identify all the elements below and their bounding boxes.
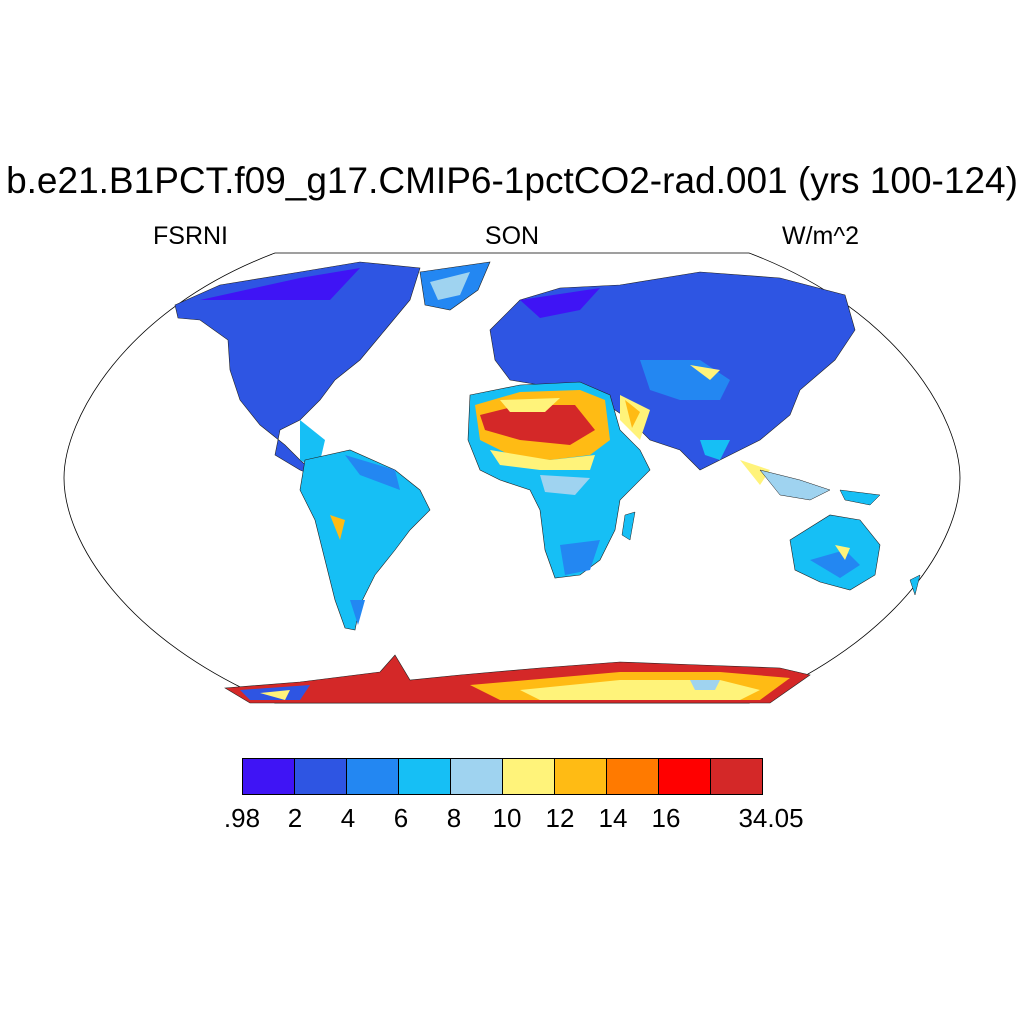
colorbar-label-2: 4 [340,803,356,833]
units-label: W/m^2 [782,222,860,250]
variable-label: FSRNI [153,222,228,250]
colorbar-swatch-5 [502,758,555,795]
maritime-continent [759,469,831,501]
colorbar-label-5: 10 [492,803,522,833]
colorbar-swatch-1 [294,758,347,795]
madagascar [621,511,636,541]
colorbar-swatch-6 [554,758,607,795]
colorbar-swatch-4 [450,758,503,795]
colorbar-label-6: 12 [545,803,575,833]
colorbar-swatch-9 [710,758,763,795]
colorbar-label-7: 14 [598,803,628,833]
colorbar-label-0: .98 [223,803,261,833]
south-america [299,449,431,631]
new-zealand [909,574,921,596]
colorbar [242,758,763,795]
colorbar-swatch-2 [346,758,399,795]
colorbar-swatch-7 [606,758,659,795]
colorbar-label-3: 6 [393,803,409,833]
colorbar-label-9: 34.05 [738,803,804,833]
colorbar-swatch-0 [242,758,295,795]
colorbar-label-8: 16 [651,803,681,833]
season-label: SON [484,222,540,250]
australia [789,514,881,591]
north-america [174,261,421,479]
plot-title: b.e21.B1PCT.f09_g17.CMIP6-1pctCO2-rad.00… [6,160,1018,201]
colorbar-label-4: 8 [446,803,462,833]
colorbar-label-1: 2 [287,803,303,833]
colorbar-swatch-8 [658,758,711,795]
colorbar-swatch-3 [398,758,451,795]
